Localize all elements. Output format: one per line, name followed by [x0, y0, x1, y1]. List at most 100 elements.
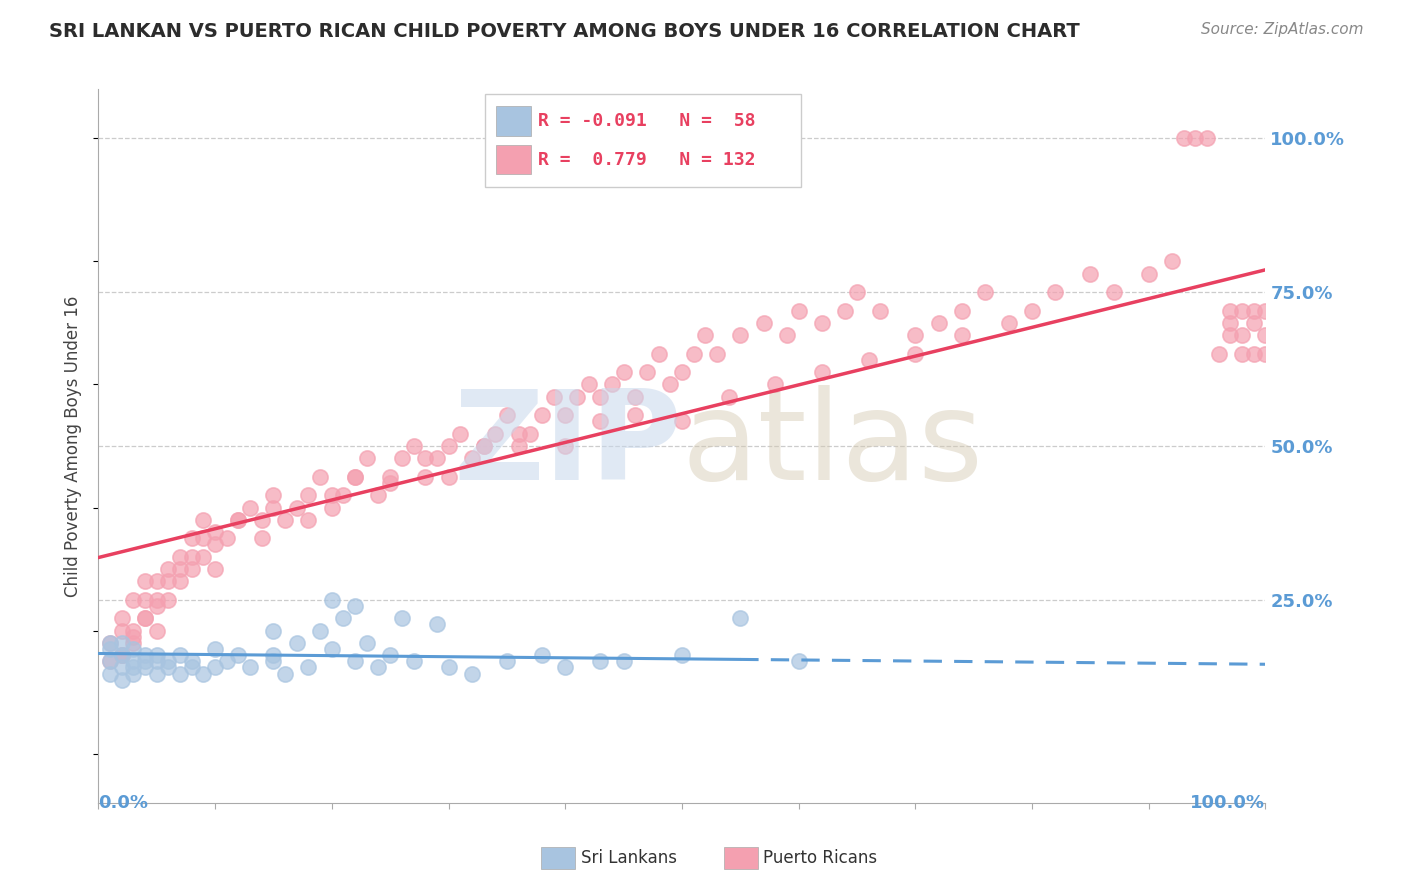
Point [146, 654, 169, 668]
Point [449, 426, 471, 441]
Point [1254, 303, 1277, 318]
Point [589, 654, 612, 668]
Point [613, 365, 636, 379]
Point [1243, 347, 1265, 361]
Point [356, 451, 378, 466]
Point [752, 316, 775, 330]
Point [380, 648, 402, 662]
Point [508, 426, 530, 441]
Point [285, 500, 308, 515]
Point [193, 666, 215, 681]
Point [134, 648, 156, 662]
Point [250, 513, 273, 527]
Point [228, 513, 250, 527]
Text: Sri Lankans: Sri Lankans [581, 849, 676, 867]
Point [204, 525, 226, 540]
Point [262, 624, 284, 638]
Point [215, 654, 238, 668]
Point [146, 574, 169, 589]
Point [297, 513, 319, 527]
Text: ZIP: ZIP [453, 385, 682, 507]
Point [928, 316, 950, 330]
Point [1021, 303, 1043, 318]
Point [671, 365, 693, 379]
Point [519, 426, 541, 441]
Text: SRI LANKAN VS PUERTO RICAN CHILD POVERTY AMONG BOYS UNDER 16 CORRELATION CHART: SRI LANKAN VS PUERTO RICAN CHILD POVERTY… [49, 22, 1080, 41]
Point [193, 549, 215, 564]
Point [391, 451, 413, 466]
Text: Puerto Ricans: Puerto Ricans [763, 849, 877, 867]
Point [367, 488, 389, 502]
Point [1102, 285, 1125, 300]
Point [122, 654, 145, 668]
Point [706, 347, 728, 361]
Point [950, 328, 973, 343]
Point [413, 469, 436, 483]
Point [262, 654, 284, 668]
Point [461, 451, 484, 466]
Point [380, 475, 402, 490]
Point [472, 439, 495, 453]
Point [659, 377, 682, 392]
Point [554, 660, 576, 674]
Point [239, 500, 262, 515]
Point [98, 642, 121, 657]
Point [811, 365, 834, 379]
Point [157, 660, 180, 674]
Point [426, 617, 449, 632]
Point [98, 654, 121, 668]
Point [111, 636, 134, 650]
Point [391, 611, 413, 625]
Point [228, 648, 250, 662]
Point [262, 648, 284, 662]
Point [437, 660, 460, 674]
Point [274, 666, 297, 681]
Point [367, 660, 389, 674]
Point [146, 592, 169, 607]
Point [146, 666, 169, 681]
Point [134, 592, 156, 607]
Point [134, 611, 156, 625]
Point [508, 439, 530, 453]
Point [204, 537, 226, 551]
Point [695, 328, 717, 343]
Point [413, 451, 436, 466]
Point [285, 636, 308, 650]
Point [974, 285, 997, 300]
Point [858, 352, 880, 367]
Point [554, 439, 576, 453]
Point [122, 642, 145, 657]
Point [554, 409, 576, 423]
Text: 100.0%: 100.0% [1191, 794, 1265, 812]
Point [180, 549, 202, 564]
Text: atlas: atlas [682, 385, 984, 507]
Point [332, 611, 354, 625]
Point [98, 636, 121, 650]
Point [763, 377, 786, 392]
Point [321, 500, 343, 515]
Point [204, 642, 226, 657]
Y-axis label: Child Poverty Among Boys Under 16: Child Poverty Among Boys Under 16 [65, 295, 83, 597]
Point [111, 673, 134, 687]
Point [204, 562, 226, 576]
Point [344, 654, 367, 668]
Point [530, 648, 553, 662]
Point [1137, 267, 1160, 281]
Point [157, 654, 180, 668]
Point [730, 611, 752, 625]
Point [730, 328, 752, 343]
Point [437, 439, 460, 453]
Point [589, 390, 612, 404]
Point [1161, 254, 1184, 268]
Point [811, 316, 834, 330]
Point [332, 488, 354, 502]
Point [380, 469, 402, 483]
Text: Source: ZipAtlas.com: Source: ZipAtlas.com [1201, 22, 1364, 37]
Point [297, 660, 319, 674]
Point [111, 611, 134, 625]
Point [1230, 347, 1253, 361]
Point [193, 513, 215, 527]
Point [204, 660, 226, 674]
Point [589, 414, 612, 428]
Point [647, 347, 669, 361]
